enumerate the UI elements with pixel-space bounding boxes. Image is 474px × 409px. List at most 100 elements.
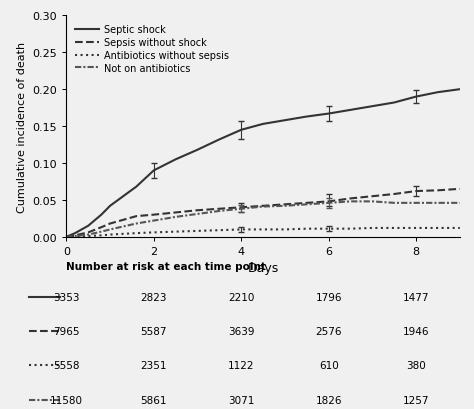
Sepsis without shock: [120, 218, 126, 223]
Antibiotics without sepsis: [151, 230, 156, 235]
Septic shock: [413, 95, 419, 100]
Text: 3353: 3353: [53, 292, 80, 302]
Line: Septic shock: Septic shock: [66, 90, 460, 237]
Text: 1477: 1477: [403, 292, 429, 302]
X-axis label: Days: Days: [247, 262, 279, 275]
Text: 3639: 3639: [228, 326, 255, 336]
Text: 1122: 1122: [228, 360, 255, 371]
Sepsis without shock: [304, 201, 310, 206]
Septic shock: [151, 169, 156, 173]
Text: 7965: 7965: [53, 326, 80, 336]
Antibiotics without sepsis: [217, 228, 222, 233]
Not on antibiotics: [107, 227, 113, 232]
Sepsis without shock: [217, 207, 222, 212]
Septic shock: [99, 213, 104, 218]
Antibiotics without sepsis: [195, 229, 201, 234]
Antibiotics without sepsis: [173, 229, 179, 234]
Text: 5861: 5861: [140, 395, 167, 405]
Antibiotics without sepsis: [370, 226, 375, 231]
Not on antibiotics: [99, 229, 104, 234]
Septic shock: [107, 204, 113, 209]
Sepsis without shock: [457, 187, 463, 192]
Antibiotics without sepsis: [413, 226, 419, 231]
Sepsis without shock: [260, 204, 266, 209]
Septic shock: [326, 112, 331, 117]
Text: 1946: 1946: [403, 326, 429, 336]
Not on antibiotics: [72, 234, 78, 239]
Not on antibiotics: [304, 202, 310, 207]
Sepsis without shock: [72, 233, 78, 238]
Not on antibiotics: [326, 201, 331, 206]
Septic shock: [347, 108, 353, 113]
Antibiotics without sepsis: [326, 227, 331, 231]
Sepsis without shock: [107, 222, 113, 227]
Septic shock: [457, 88, 463, 92]
Text: 610: 610: [319, 360, 338, 371]
Septic shock: [64, 235, 69, 240]
Antibiotics without sepsis: [282, 227, 288, 232]
Sepsis without shock: [326, 200, 331, 204]
Not on antibiotics: [195, 212, 201, 217]
Sepsis without shock: [282, 202, 288, 207]
Not on antibiotics: [260, 204, 266, 209]
Text: 1796: 1796: [315, 292, 342, 302]
Antibiotics without sepsis: [72, 235, 78, 240]
Text: 2210: 2210: [228, 292, 255, 302]
Not on antibiotics: [370, 200, 375, 204]
Sepsis without shock: [413, 189, 419, 194]
Septic shock: [120, 194, 126, 199]
Antibiotics without sepsis: [120, 232, 126, 237]
Text: 1257: 1257: [403, 395, 429, 405]
Antibiotics without sepsis: [64, 235, 69, 240]
Septic shock: [392, 101, 397, 106]
Antibiotics without sepsis: [238, 227, 244, 232]
Not on antibiotics: [347, 200, 353, 204]
Antibiotics without sepsis: [392, 226, 397, 231]
Septic shock: [238, 128, 244, 133]
Not on antibiotics: [85, 233, 91, 238]
Antibiotics without sepsis: [457, 226, 463, 231]
Sepsis without shock: [151, 213, 156, 218]
Antibiotics without sepsis: [347, 227, 353, 231]
Legend: Septic shock, Sepsis without shock, Antibiotics without sepsis, Not on antibioti: Septic shock, Sepsis without shock, Anti…: [71, 21, 233, 78]
Antibiotics without sepsis: [107, 233, 113, 238]
Septic shock: [85, 224, 91, 229]
Not on antibiotics: [435, 201, 441, 206]
Antibiotics without sepsis: [304, 227, 310, 231]
Text: Number at risk at each time point: Number at risk at each time point: [66, 261, 266, 271]
Septic shock: [260, 122, 266, 127]
Line: Sepsis without shock: Sepsis without shock: [66, 189, 460, 237]
Sepsis without shock: [238, 205, 244, 210]
Not on antibiotics: [64, 235, 69, 240]
Text: 2576: 2576: [315, 326, 342, 336]
Antibiotics without sepsis: [260, 227, 266, 232]
Y-axis label: Cumulative incidence of death: Cumulative incidence of death: [17, 41, 27, 212]
Text: 380: 380: [406, 360, 426, 371]
Not on antibiotics: [392, 201, 397, 206]
Septic shock: [217, 137, 222, 142]
Septic shock: [134, 185, 139, 190]
Sepsis without shock: [85, 230, 91, 235]
Septic shock: [435, 90, 441, 95]
Text: 5558: 5558: [53, 360, 80, 371]
Text: 11580: 11580: [50, 395, 83, 405]
Text: 1826: 1826: [315, 395, 342, 405]
Text: 5587: 5587: [140, 326, 167, 336]
Line: Antibiotics without sepsis: Antibiotics without sepsis: [66, 228, 460, 237]
Antibiotics without sepsis: [435, 226, 441, 231]
Antibiotics without sepsis: [99, 233, 104, 238]
Septic shock: [282, 119, 288, 124]
Text: 2351: 2351: [140, 360, 167, 371]
Sepsis without shock: [99, 225, 104, 230]
Septic shock: [173, 157, 179, 162]
Septic shock: [72, 231, 78, 236]
Septic shock: [370, 104, 375, 109]
Not on antibiotics: [238, 207, 244, 212]
Text: 3071: 3071: [228, 395, 255, 405]
Sepsis without shock: [64, 235, 69, 240]
Sepsis without shock: [435, 189, 441, 193]
Sepsis without shock: [195, 208, 201, 213]
Sepsis without shock: [392, 192, 397, 197]
Sepsis without shock: [134, 214, 139, 219]
Septic shock: [304, 115, 310, 120]
